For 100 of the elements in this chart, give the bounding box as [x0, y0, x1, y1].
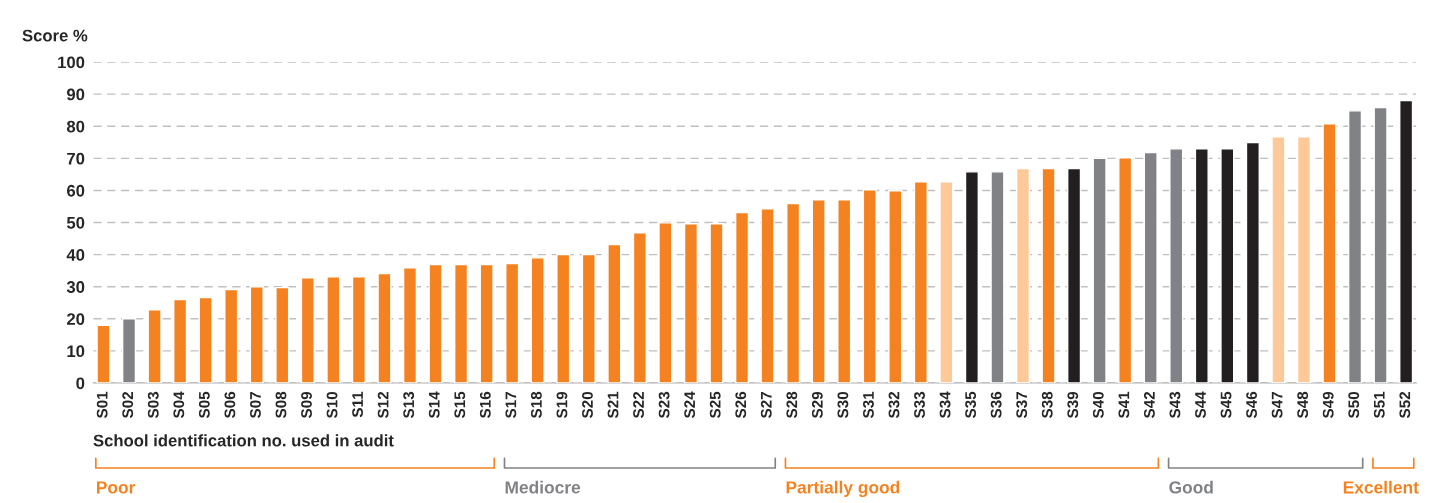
text: Poor — [96, 481, 136, 494]
y-tick-label: 90 — [66, 88, 85, 101]
x-tick-label: S46 — [1246, 391, 1257, 419]
bar — [96, 324, 111, 383]
bar — [1092, 157, 1107, 383]
bar — [1143, 151, 1158, 383]
bar — [1399, 99, 1414, 383]
bar — [275, 286, 290, 383]
bar — [607, 243, 622, 383]
text: Partially good — [786, 480, 900, 498]
x-tick-label: S09 — [301, 391, 312, 419]
x-tick-label: S20 — [582, 391, 593, 419]
bar — [913, 181, 928, 383]
x-tick-label: S10 — [326, 391, 338, 419]
bar — [249, 286, 264, 383]
x-tick-label: S48 — [1297, 391, 1309, 419]
x-tick-label: S15 — [454, 391, 466, 419]
x-tick-label: S28 — [786, 391, 798, 419]
x-tick-label: S50 — [1348, 391, 1360, 419]
x-tick-label: S31 — [863, 391, 874, 419]
x-tick-label: S16 — [479, 391, 491, 419]
bar — [326, 276, 341, 383]
x-tick-label: S26 — [735, 391, 747, 419]
x-tick-label: S38 — [1041, 391, 1053, 419]
y-tick-label: 40 — [66, 249, 85, 261]
bar — [990, 171, 1005, 383]
x-tick-label: S02 — [122, 391, 134, 419]
bar — [1015, 167, 1031, 383]
bar — [1067, 167, 1082, 383]
x-tick-label: S42 — [1143, 391, 1155, 419]
bar — [1194, 148, 1209, 383]
bar — [453, 263, 469, 383]
bar — [862, 189, 877, 383]
x-tick-label: S11 — [352, 391, 364, 418]
x-tick-label: S24 — [684, 391, 696, 419]
x-axis-title: School identification no. used in audit — [93, 434, 394, 447]
bar — [1322, 122, 1337, 383]
x-tick-label: S05 — [198, 391, 210, 419]
bar — [1220, 148, 1235, 383]
y-tick-label: 10 — [67, 345, 85, 358]
y-tick-label: 50 — [66, 216, 85, 229]
x-tick-label: S49 — [1322, 391, 1334, 419]
x-tick-label: S12 — [377, 391, 389, 419]
bar — [198, 296, 213, 383]
bar — [964, 171, 979, 383]
x-tick-label: S07 — [250, 391, 261, 419]
x-tick-label: S44 — [1195, 391, 1206, 419]
bar — [377, 272, 392, 383]
bar — [683, 223, 699, 383]
bar — [888, 190, 903, 383]
bar — [300, 277, 315, 383]
bar — [632, 232, 647, 383]
x-tick-label: S36 — [990, 391, 1002, 419]
x-tick-label: S03 — [147, 391, 159, 419]
text: Mediocre — [505, 480, 581, 494]
bar — [1169, 148, 1184, 383]
bar — [1373, 106, 1388, 383]
x-tick-label: S43 — [1169, 391, 1181, 419]
bar — [658, 222, 673, 383]
y-tick-label: 30 — [66, 281, 85, 293]
y-axis-title: Score % — [22, 29, 88, 42]
bar — [709, 223, 724, 383]
bar — [428, 263, 443, 383]
y-tick-label: 100 — [58, 56, 85, 69]
x-tick-label: S22 — [633, 391, 644, 419]
y-tick-label: 0 — [76, 377, 85, 390]
bar — [811, 199, 826, 383]
x-tick-label: S18 — [530, 391, 542, 419]
bar — [173, 298, 188, 383]
x-tick-label: S40 — [1092, 391, 1104, 419]
x-tick-label: S08 — [275, 391, 287, 419]
x-tick-label: S21 — [607, 391, 619, 419]
x-tick-label: S45 — [1220, 391, 1232, 419]
x-tick-label: S52 — [1399, 391, 1411, 419]
bar — [402, 267, 418, 383]
x-tick-label: S35 — [965, 391, 977, 419]
y-tick-label: 80 — [66, 120, 85, 133]
bar — [1041, 167, 1056, 383]
y-tick-label: 70 — [67, 152, 85, 165]
x-tick-label: S47 — [1271, 391, 1283, 419]
text: Good — [1169, 480, 1213, 494]
x-tick-label: S30 — [837, 391, 849, 419]
y-tick-label: 20 — [66, 313, 85, 325]
x-tick-label: S17 — [505, 391, 517, 419]
bar — [505, 262, 520, 383]
x-tick-label: S25 — [709, 391, 721, 419]
x-tick-label: S34 — [939, 391, 951, 419]
bar — [530, 257, 545, 383]
x-tick-label: S29 — [811, 391, 823, 419]
bar — [1118, 157, 1133, 383]
bar — [351, 276, 366, 383]
x-tick-label: S27 — [760, 391, 772, 419]
x-tick-label: S14 — [428, 391, 440, 419]
bar — [224, 288, 239, 383]
bar — [786, 202, 801, 383]
bar — [556, 253, 571, 383]
x-tick-label: S23 — [658, 391, 670, 419]
bar — [1271, 136, 1286, 383]
x-tick-label: S32 — [888, 391, 900, 419]
bar — [760, 208, 775, 383]
